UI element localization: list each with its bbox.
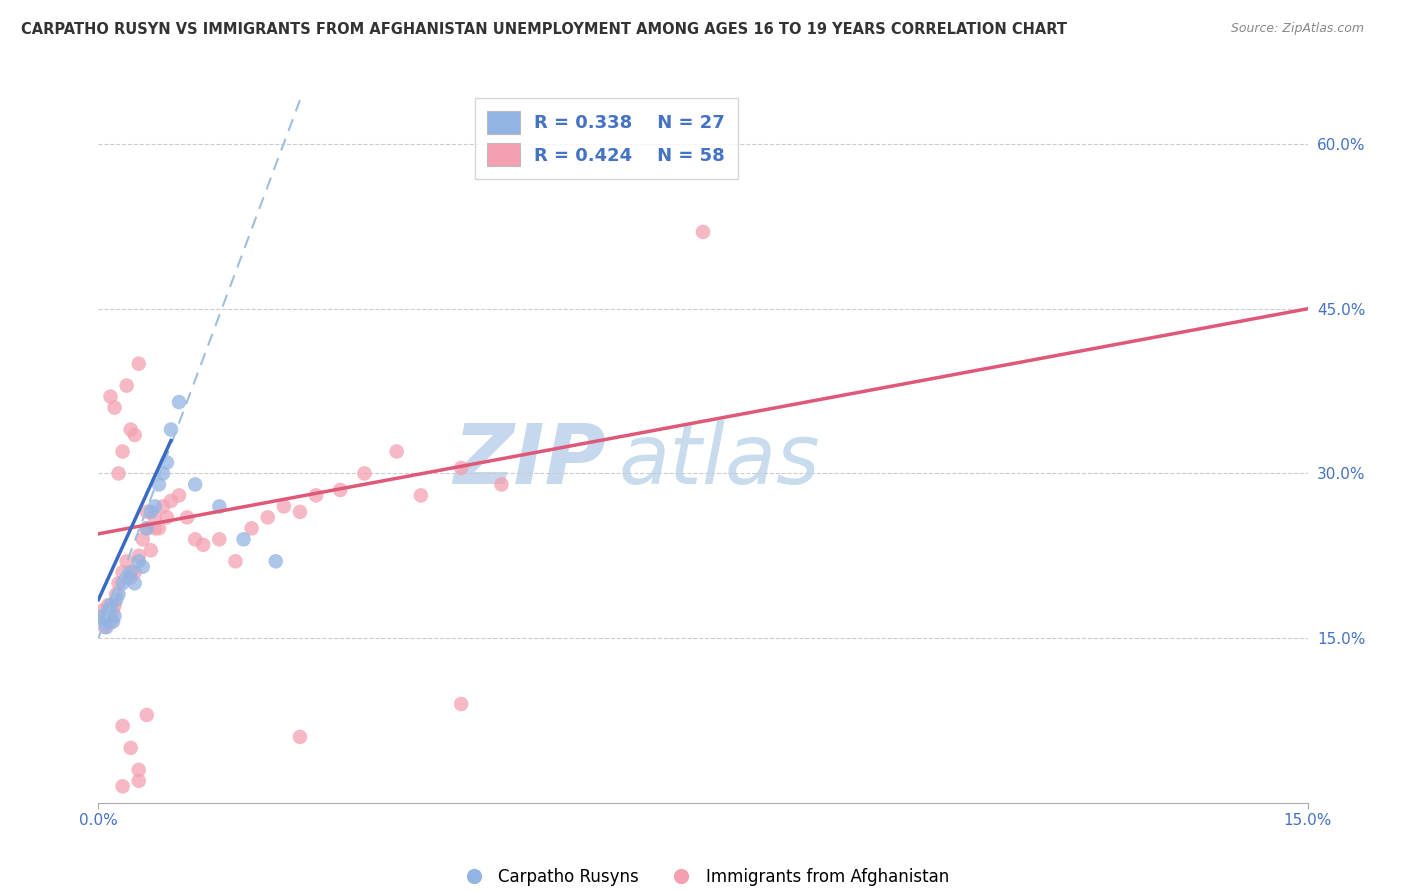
Point [208, 500, 231, 514]
Point [107, 576, 129, 591]
Point [288, 505, 311, 519]
Point [115, 554, 138, 568]
Point [94, 615, 117, 629]
Point [160, 494, 183, 508]
Point [232, 533, 254, 547]
Point [97, 598, 120, 612]
Point [97, 604, 120, 618]
Point [132, 559, 155, 574]
Point [100, 390, 122, 404]
Point [288, 730, 311, 744]
Point [135, 505, 157, 519]
Point [208, 533, 231, 547]
Point [148, 521, 170, 535]
Point [450, 697, 472, 711]
Point [124, 428, 146, 442]
Point [96, 609, 118, 624]
Point [111, 444, 134, 458]
Point [101, 604, 124, 618]
Point [107, 467, 129, 481]
Point [491, 477, 513, 491]
Point [329, 483, 352, 497]
Point [111, 780, 134, 794]
Point [256, 510, 278, 524]
Point [385, 444, 408, 458]
Point [107, 587, 129, 601]
Point [409, 488, 432, 502]
Point [152, 467, 174, 481]
Point [143, 521, 166, 535]
Text: ZIP: ZIP [454, 420, 606, 500]
Point [135, 708, 157, 723]
Point [103, 609, 125, 624]
Point [124, 576, 146, 591]
Point [101, 615, 124, 629]
Point [120, 423, 142, 437]
Point [156, 510, 179, 524]
Point [176, 510, 198, 524]
Point [224, 554, 246, 568]
Point [105, 587, 128, 601]
Point [91, 609, 114, 624]
Point [184, 477, 207, 491]
Point [103, 401, 125, 415]
Point [100, 615, 122, 629]
Point [273, 500, 295, 514]
Point [128, 357, 150, 371]
Point [120, 566, 142, 580]
Point [184, 533, 207, 547]
Point [353, 467, 375, 481]
Point [111, 576, 134, 591]
Point [143, 500, 166, 514]
Text: CARPATHO RUSYN VS IMMIGRANTS FROM AFGHANISTAN UNEMPLOYMENT AMONG AGES 16 TO 19 Y: CARPATHO RUSYN VS IMMIGRANTS FROM AFGHAN… [21, 22, 1067, 37]
Point [94, 620, 117, 634]
Point [132, 533, 155, 547]
Point [139, 505, 162, 519]
Point [167, 488, 190, 502]
Point [115, 571, 138, 585]
Point [96, 620, 118, 634]
Point [193, 538, 215, 552]
Point [111, 719, 134, 733]
Legend: Carpatho Rusyns, Immigrants from Afghanistan: Carpatho Rusyns, Immigrants from Afghani… [450, 861, 956, 892]
Point [124, 566, 146, 580]
Point [305, 488, 328, 502]
Point [128, 773, 150, 788]
Point [264, 554, 287, 568]
Point [111, 566, 134, 580]
Point [450, 461, 472, 475]
Point [167, 395, 190, 409]
Point [135, 521, 157, 535]
Point [240, 521, 263, 535]
Point [120, 571, 142, 585]
Point [128, 549, 150, 563]
Point [139, 543, 162, 558]
Point [143, 510, 166, 524]
Text: atlas: atlas [619, 420, 820, 500]
Point [100, 598, 122, 612]
Point [120, 740, 142, 755]
Point [105, 592, 128, 607]
Point [128, 763, 150, 777]
Point [692, 225, 714, 239]
Text: Source: ZipAtlas.com: Source: ZipAtlas.com [1230, 22, 1364, 36]
Point [148, 477, 170, 491]
Point [156, 455, 179, 469]
Point [135, 521, 157, 535]
Point [91, 604, 114, 618]
Point [160, 423, 183, 437]
Point [152, 500, 174, 514]
Point [115, 378, 138, 392]
Point [103, 598, 125, 612]
Point [128, 554, 150, 568]
